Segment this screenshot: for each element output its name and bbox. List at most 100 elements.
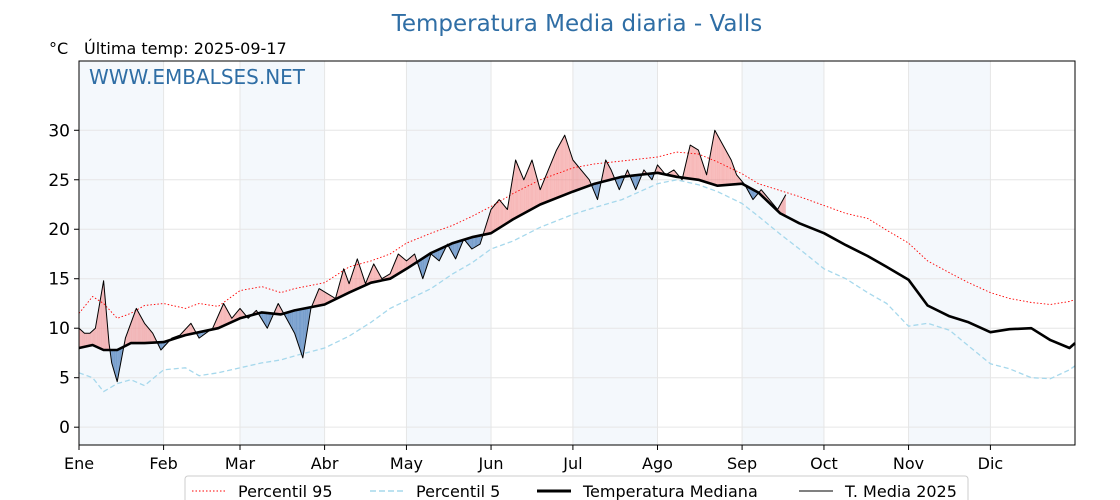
anomaly-fill-warm [102, 280, 104, 350]
anomaly-fill-warm [725, 150, 728, 185]
anomaly-fill-warm [575, 163, 577, 191]
anomaly-fill-warm [527, 166, 530, 212]
anomaly-fill-warm [345, 272, 347, 295]
anomaly-fill-warm [547, 169, 549, 202]
anomaly-fill-cool [159, 342, 161, 350]
anomaly-fill-cool [160, 342, 163, 350]
x-axis-ticks: Ene Feb Mar Abr May Jun Jul Ago Sep Oct Nov Dic [64, 445, 1003, 473]
anomaly-fill-cool [267, 312, 269, 329]
anomaly-fill-warm [728, 155, 730, 185]
anomaly-fill-warm [342, 268, 344, 296]
anomaly-fill-warm [562, 137, 564, 196]
anomaly-fill-warm [401, 256, 403, 273]
anomaly-fill-warm [394, 260, 396, 277]
anomaly-fill-warm [714, 130, 717, 186]
anomaly-fill-warm [139, 313, 141, 344]
anomaly-fill-warm [80, 329, 82, 348]
anomaly-fill-cool [454, 242, 456, 259]
x-tick-label: Ago [642, 454, 673, 473]
anomaly-fill-warm [130, 319, 133, 344]
anomaly-fill-warm [324, 291, 326, 305]
y-tick-label: 0 [59, 418, 70, 438]
anomaly-fill-warm [611, 169, 613, 180]
anomaly-fill-warm [321, 290, 324, 305]
anomaly-fill-warm [687, 150, 689, 179]
anomaly-fill-warm [695, 148, 698, 180]
anomaly-fill-warm [81, 330, 84, 348]
anomaly-fill-warm [145, 324, 148, 343]
anomaly-fill-warm [147, 326, 149, 343]
anomaly-fill-warm [149, 329, 152, 343]
anomaly-fill-warm [317, 288, 320, 306]
anomaly-fill-warm [564, 135, 567, 195]
x-tick-label: Abr [311, 454, 339, 473]
anomaly-fill-cool [422, 257, 425, 279]
anomaly-fill-warm [88, 333, 90, 346]
anomaly-fill-warm [140, 315, 142, 344]
legend-label-p5: Percentil 5 [416, 482, 500, 500]
anomaly-fill-warm [522, 176, 524, 215]
anomaly-fill-warm [713, 130, 715, 185]
anomaly-fill-warm [379, 273, 381, 281]
anomaly-fill-warm [783, 197, 785, 216]
anomaly-fill-warm [684, 162, 687, 179]
anomaly-fill-warm [218, 312, 220, 329]
anomaly-fill-warm [406, 259, 408, 269]
x-tick-label: Ene [64, 454, 94, 473]
anomaly-fill-cool [270, 313, 272, 322]
anomaly-fill-warm [132, 315, 134, 344]
anomaly-fill-warm [237, 310, 239, 320]
anomaly-fill-warm [577, 164, 579, 191]
anomaly-fill-warm [485, 222, 487, 235]
anomaly-fill-warm [699, 154, 702, 181]
anomaly-fill-warm [496, 201, 498, 230]
y-tick-label: 10 [48, 319, 70, 339]
anomaly-fill-warm [87, 333, 89, 347]
series-line-p5 [78, 179, 1076, 393]
anomaly-fill-warm [731, 160, 733, 185]
anomaly-fill-warm [724, 147, 726, 186]
anomaly-fill-warm [489, 209, 491, 234]
anomaly-fill-cool [115, 350, 118, 382]
anomaly-fill-warm [399, 255, 401, 273]
anomaly-fill-cool [291, 310, 294, 331]
anomaly-fill-warm [556, 147, 558, 199]
anomaly-fill-warm [83, 331, 85, 348]
anomaly-fill-warm [705, 170, 707, 183]
anomaly-fill-cool [469, 237, 471, 248]
anomaly-fill-warm [515, 160, 517, 218]
legend-label-median: Temperatura Mediana [582, 482, 758, 500]
anomaly-fill-warm [358, 263, 361, 289]
anomaly-fill-cool [426, 254, 429, 267]
anomaly-fill-warm [238, 308, 240, 319]
anomaly-fill-warm [507, 201, 509, 223]
anomaly-fill-cool [304, 308, 306, 350]
anomaly-fill-warm [545, 173, 547, 203]
anomaly-fill-warm [133, 312, 135, 344]
x-tick-label: Jun [478, 454, 504, 473]
anomaly-fill-warm [548, 166, 550, 202]
series-line-median [78, 171, 1076, 352]
anomaly-fill-cool [478, 235, 481, 245]
anomaly-fill-warm [530, 160, 532, 210]
anomaly-fill-warm [585, 174, 587, 188]
anomaly-fill-cool [470, 237, 472, 249]
anomaly-fill-cool [597, 182, 599, 200]
anomaly-fill-warm [526, 169, 528, 212]
anomaly-fill-warm [553, 153, 556, 200]
anomaly-fill-warm [405, 259, 407, 270]
anomaly-fill-warm [373, 263, 376, 283]
anomaly-fill-warm [323, 291, 325, 305]
anomaly-fill-warm [134, 308, 137, 344]
anomaly-fill-warm [514, 160, 516, 219]
x-tick-label: Mar [225, 454, 256, 473]
anomaly-fill-warm [536, 174, 538, 207]
anomaly-fill-warm [694, 147, 696, 180]
anomaly-fill-warm [141, 318, 144, 344]
anomaly-fill-warm [188, 324, 190, 335]
anomaly-fill-warm [532, 160, 534, 209]
anomaly-fill-cool [455, 241, 457, 259]
anomaly-fill-warm [581, 169, 583, 189]
watermark-text: WWW.EMBALSES.NET [89, 65, 306, 89]
anomaly-fill-warm [488, 213, 490, 234]
